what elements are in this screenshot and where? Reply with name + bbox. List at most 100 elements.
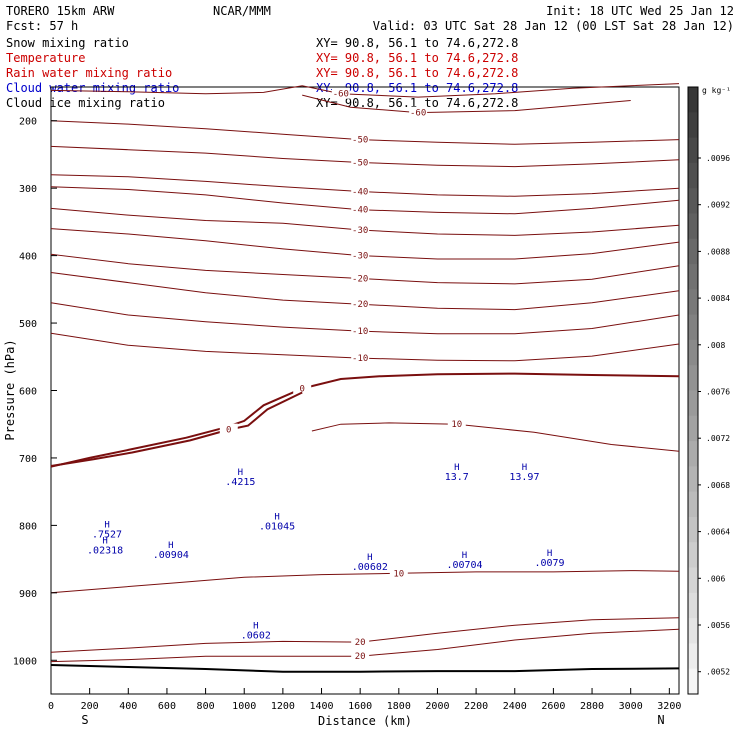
colorbar-swatch (688, 542, 698, 569)
contour-label: -40 (352, 188, 368, 198)
x-tick-label: 2000 (425, 701, 449, 712)
extremum-h-marker: H (367, 553, 372, 563)
extremum-value-label: .0602 (241, 631, 271, 642)
colorbar-swatch (688, 264, 698, 290)
colorbar-swatch (688, 668, 698, 695)
extremum-h-marker: H (168, 541, 173, 551)
axes-layer: 0 200 400 600 800 1000 1200 1400 1600 1800 2000 220… (13, 117, 681, 712)
contour-layer: -60 -60 -50 -50 -40 -40 -30 -30 -20 -20 -10 -10 0 0 10… (50, 83, 680, 673)
colorbar-swatch (688, 112, 698, 139)
contour-label-bg (409, 106, 428, 118)
header-model: TORERO 15km ARW (6, 4, 115, 18)
header-init: Init: 18 UTC Wed 25 Jan 12 (546, 4, 734, 18)
colorbar-tick-label: .0084 (706, 294, 730, 303)
x-tick-label: 2800 (580, 701, 604, 712)
field-label: Cloud ice mixing ratio (6, 96, 165, 110)
y-tick-label: 500 (19, 319, 37, 330)
x-tick-label: 2600 (541, 701, 565, 712)
colorbar-tick-label: .0064 (706, 528, 730, 537)
x-tick-label: 2200 (464, 701, 488, 712)
y-tick-label: 300 (19, 184, 37, 195)
colorbar-tick-label: .0072 (706, 434, 730, 443)
contour-label: 20 (355, 652, 366, 662)
contour-label: 0 (299, 384, 304, 394)
extremum-h-marker: H (462, 551, 467, 561)
x-tick-label: 1800 (387, 701, 411, 712)
colorbar-swatch (688, 188, 698, 214)
field-label: Cloud water mixing ratio (6, 81, 179, 95)
y-tick-label: 200 (19, 117, 37, 128)
colorbar-swatch (688, 466, 698, 493)
contour-label: -10 (352, 354, 368, 364)
contour-label-bg (351, 298, 370, 310)
colorbar-swatch (688, 314, 698, 341)
colorbar-swatch (688, 491, 698, 518)
contour-label: -60 (333, 90, 349, 100)
colorbar-swatch (688, 87, 698, 113)
y-tick-label: 800 (19, 521, 37, 532)
contour-label-bg (389, 567, 408, 579)
temperature-contour (50, 83, 680, 98)
contour-label: -10 (352, 327, 368, 337)
contour-label-bg (447, 418, 466, 430)
extremum-h-marker: H (547, 549, 552, 559)
x-axis-label: Distance (km) (318, 714, 412, 728)
colorbar-tick-label: .0092 (706, 201, 730, 210)
header-valid: Valid: 03 UTC Sat 28 Jan 12 (00 LST Sat … (373, 19, 734, 33)
colorbar-tick-label: .0076 (706, 388, 730, 397)
temperature-contour (50, 570, 680, 594)
contour-label-bg (351, 223, 370, 235)
contour-label-bg (351, 272, 370, 284)
x-end-right: N (657, 713, 664, 727)
y-tick-label: 400 (19, 252, 37, 263)
x-tick-label: 1600 (348, 701, 372, 712)
colorbar-tick-label: .008 (706, 341, 725, 350)
x-tick-label: 2400 (503, 701, 527, 712)
y-tick-label: 600 (19, 387, 37, 398)
contour-label: 10 (451, 420, 462, 430)
extremum-h-marker: H (274, 512, 279, 522)
field-xy-range: XY= 90.8, 56.1 to 74.6,272.8 (316, 96, 518, 110)
colorbar-swatch (688, 213, 698, 240)
x-tick-label: 800 (197, 701, 215, 712)
extremum-h-marker: H (522, 463, 527, 473)
contour-label: -60 (410, 109, 426, 119)
extremum-value-label: .7527 (92, 530, 122, 541)
field-xy-range: XY= 90.8, 56.1 to 74.6,272.8 (316, 51, 518, 65)
contour-label-bg (331, 87, 350, 99)
x-tick-label: 400 (119, 701, 137, 712)
extremum-value-label: 13.7 (445, 472, 469, 483)
x-tick-label: 600 (158, 701, 176, 712)
contour-label: -40 (352, 206, 368, 216)
x-tick-label: 0 (48, 701, 54, 712)
field-xy-range: XY= 90.8, 56.1 to 74.6,272.8 (316, 36, 518, 50)
extremum-h-marker: H (454, 463, 459, 473)
contour-label: -30 (352, 226, 368, 236)
colorbar-swatch (688, 238, 698, 265)
y-axis-label: Pressure (hPa) (3, 339, 17, 440)
contour-label-bg (293, 382, 312, 394)
y-tick-label: 900 (19, 589, 37, 600)
contour-label: 10 (393, 569, 404, 579)
colorbar-swatch (688, 618, 698, 644)
colorbar-swatch (688, 390, 698, 417)
contour-label-bg (351, 133, 370, 145)
colorbar-tick-label: .0088 (706, 247, 730, 256)
colorbar-swatch (688, 365, 698, 391)
colorbar-swatch (688, 415, 698, 442)
extremum-value-label: .0079 (534, 558, 564, 569)
x-tick-label: 1000 (232, 701, 256, 712)
colorbar-tick-label: .0056 (706, 621, 730, 630)
temperature-contour (50, 372, 680, 468)
x-tick-label: 3200 (657, 701, 681, 712)
x-tick-label: 200 (81, 701, 99, 712)
extremum-value-label: .00704 (446, 560, 482, 571)
contour-label-bg (219, 423, 238, 435)
temperature-contour (50, 391, 303, 467)
ground-line (50, 664, 680, 673)
extremum-h-marker: H (253, 622, 258, 632)
contour-label: 0 (226, 426, 231, 436)
colorbar-swatch (688, 592, 698, 619)
